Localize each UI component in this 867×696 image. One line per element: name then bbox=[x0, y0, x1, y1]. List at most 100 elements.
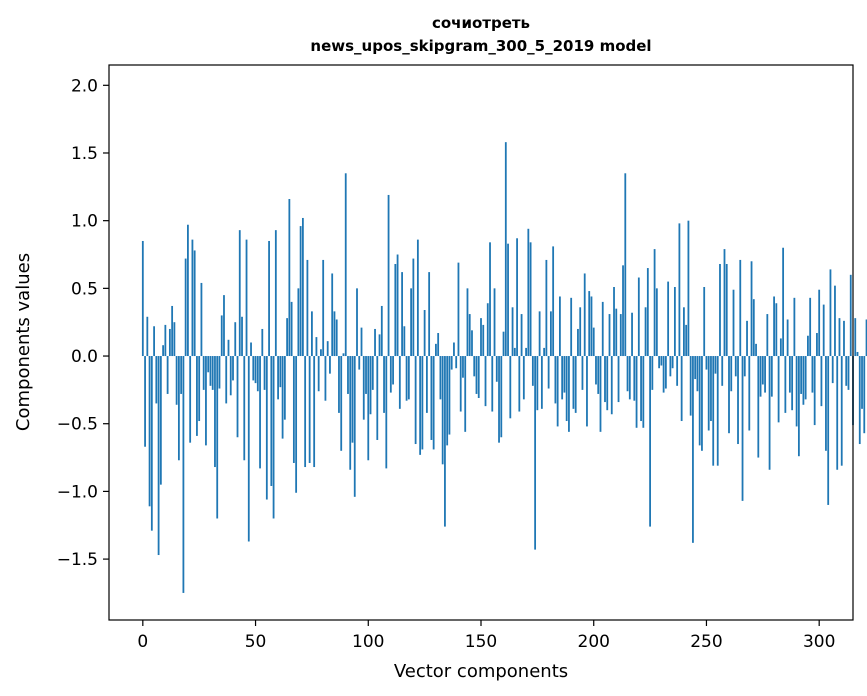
bar bbox=[342, 353, 345, 357]
bar bbox=[568, 356, 570, 432]
x-tick-label: 150 bbox=[465, 632, 497, 652]
bar bbox=[432, 356, 435, 450]
bar bbox=[757, 356, 760, 458]
bar bbox=[315, 337, 318, 357]
bar bbox=[234, 322, 237, 357]
x-tick-label: 50 bbox=[245, 632, 267, 652]
bar bbox=[236, 356, 239, 438]
bar bbox=[755, 343, 757, 357]
bar bbox=[540, 356, 543, 409]
bar bbox=[843, 320, 845, 357]
bar bbox=[265, 356, 268, 500]
bar bbox=[637, 277, 640, 357]
bar bbox=[435, 343, 437, 357]
bar bbox=[831, 356, 834, 384]
bar bbox=[669, 356, 672, 377]
bar bbox=[459, 356, 462, 412]
bar bbox=[655, 288, 658, 357]
bar bbox=[572, 356, 575, 409]
bar bbox=[644, 307, 647, 357]
bar bbox=[166, 356, 169, 394]
bar bbox=[710, 356, 712, 422]
bar bbox=[369, 356, 372, 415]
bar bbox=[701, 356, 703, 451]
bar bbox=[394, 263, 397, 357]
bar bbox=[816, 333, 818, 357]
bar bbox=[295, 356, 298, 493]
bar bbox=[311, 311, 313, 357]
bar bbox=[836, 356, 839, 470]
bar bbox=[829, 269, 832, 357]
x-axis-ticks: 0 50 100 150 200 250 300 bbox=[137, 620, 835, 652]
bar bbox=[574, 356, 577, 413]
bar bbox=[664, 356, 667, 389]
bar bbox=[322, 259, 325, 357]
bar bbox=[680, 356, 683, 422]
bar bbox=[579, 307, 582, 357]
bar bbox=[707, 356, 710, 431]
bar bbox=[288, 199, 291, 357]
bar bbox=[685, 324, 688, 357]
bar bbox=[157, 356, 160, 556]
bar bbox=[507, 243, 509, 357]
bar bbox=[570, 297, 573, 357]
bar bbox=[173, 322, 176, 357]
bar bbox=[340, 356, 343, 451]
bar bbox=[716, 356, 719, 466]
y-axis-label: Components values bbox=[13, 253, 34, 431]
bar bbox=[401, 272, 403, 357]
bar bbox=[651, 356, 654, 390]
bar bbox=[351, 356, 354, 443]
bar bbox=[200, 282, 203, 357]
bar bbox=[387, 194, 390, 357]
bar bbox=[504, 142, 507, 357]
bar bbox=[448, 356, 451, 435]
bar bbox=[491, 356, 494, 412]
bar bbox=[193, 250, 196, 357]
bar bbox=[779, 338, 782, 357]
bar bbox=[777, 356, 780, 423]
bar bbox=[493, 288, 496, 357]
bar bbox=[694, 356, 697, 380]
bar bbox=[148, 356, 151, 507]
bar bbox=[622, 265, 624, 357]
bar bbox=[146, 316, 149, 357]
bar bbox=[865, 319, 867, 357]
bar bbox=[804, 356, 807, 400]
bar bbox=[549, 311, 552, 357]
bar bbox=[741, 356, 744, 501]
bar bbox=[723, 249, 726, 357]
bar bbox=[696, 356, 699, 392]
bar bbox=[471, 330, 473, 357]
y-axis-ticks: −1.5 −1.0 −0.5 0.0 0.5 1.0 1.5 2.0 bbox=[57, 76, 109, 570]
bar bbox=[376, 356, 379, 440]
bar bbox=[820, 356, 823, 407]
bar bbox=[338, 356, 340, 413]
bar bbox=[477, 356, 480, 398]
bar bbox=[428, 272, 431, 357]
bar bbox=[561, 356, 564, 400]
bar bbox=[453, 342, 455, 357]
bar bbox=[737, 356, 739, 445]
bar bbox=[168, 328, 171, 357]
bar bbox=[159, 356, 162, 485]
bar bbox=[703, 287, 706, 357]
bar bbox=[775, 303, 778, 357]
bar bbox=[834, 285, 836, 357]
bar bbox=[676, 356, 679, 386]
bar bbox=[527, 228, 530, 357]
bar bbox=[617, 356, 620, 403]
bar bbox=[513, 347, 516, 357]
bar bbox=[520, 314, 523, 357]
bar bbox=[489, 242, 491, 357]
bar bbox=[631, 312, 633, 357]
bar bbox=[344, 173, 347, 357]
bar bbox=[347, 356, 349, 394]
bar bbox=[144, 356, 146, 447]
bar bbox=[797, 356, 800, 457]
bar bbox=[606, 356, 609, 411]
bar bbox=[624, 173, 627, 357]
bar bbox=[721, 356, 724, 386]
